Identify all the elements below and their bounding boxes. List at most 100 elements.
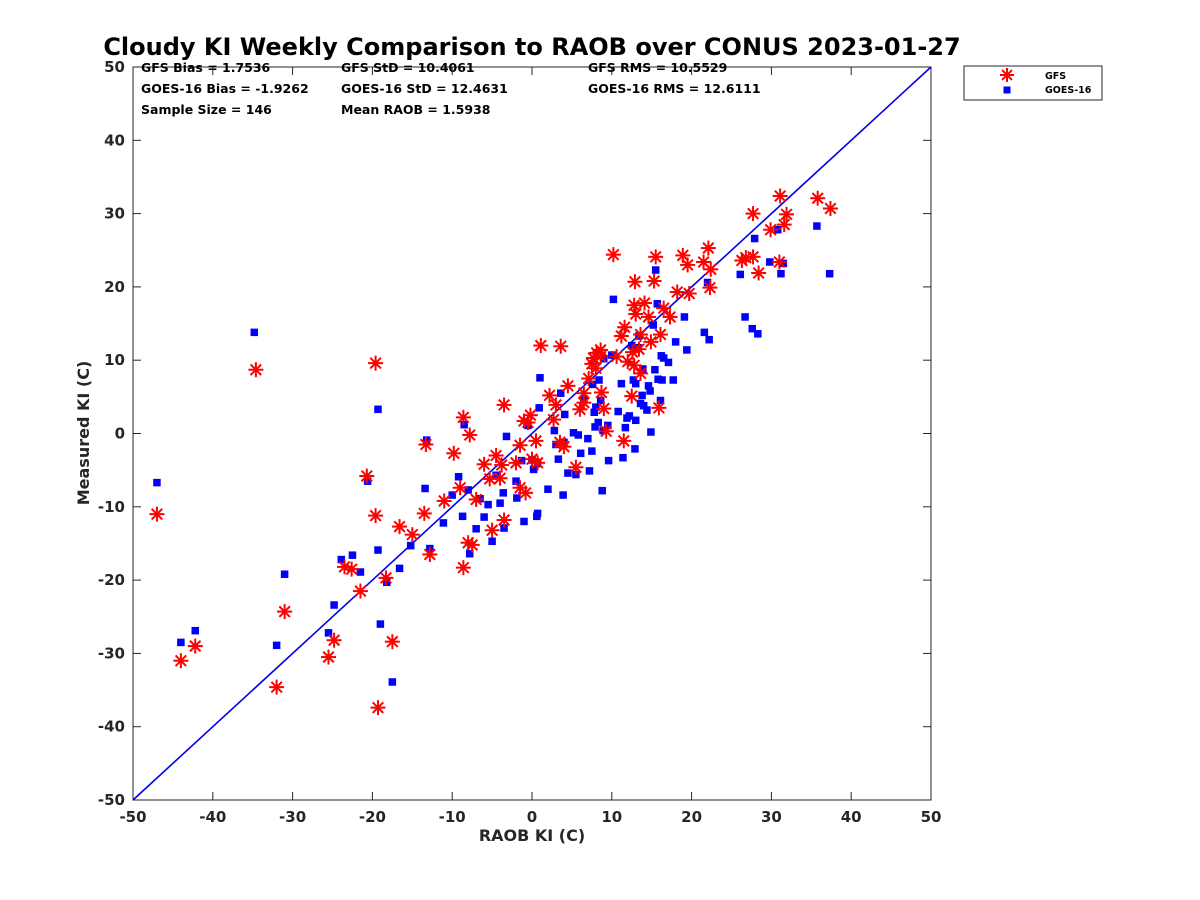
goes-16-point xyxy=(592,403,600,411)
goes-16-point xyxy=(533,509,542,518)
stat-text: GOES-16 StD = 12.4631 xyxy=(341,81,508,96)
stat-text: GOES-16 RMS = 12.6111 xyxy=(588,81,761,96)
gfs-point xyxy=(528,433,544,449)
gfs-point xyxy=(651,400,667,416)
goes-16-point xyxy=(536,374,544,382)
gfs-point xyxy=(772,188,788,204)
goes-16-point xyxy=(664,358,673,367)
goes-16-point xyxy=(766,258,774,266)
y-axis-label: Measured KI (C) xyxy=(74,361,93,506)
gfs-point xyxy=(560,378,576,394)
goes-16-point xyxy=(406,541,415,550)
gfs-point xyxy=(822,200,838,216)
goes-16-point xyxy=(488,537,496,546)
gfs-point xyxy=(494,457,510,473)
gfs-point xyxy=(662,309,678,325)
gfs-point xyxy=(326,632,342,648)
goes-16-point xyxy=(496,499,504,507)
x-tick-label: 40 xyxy=(841,808,862,826)
gfs-point xyxy=(518,485,534,501)
goes-16-point xyxy=(705,335,713,344)
gfs-point xyxy=(455,560,471,576)
gfs-point xyxy=(321,649,337,665)
goes-16-point xyxy=(741,313,749,321)
legend: GFS GOES-16 xyxy=(963,65,1103,101)
gfs-point xyxy=(464,537,480,553)
goes-16-point xyxy=(502,432,511,441)
goes-16-point xyxy=(458,512,467,521)
goes-16-point xyxy=(559,491,567,499)
gfs-point xyxy=(581,371,597,387)
goes-16-point xyxy=(554,455,563,463)
goes-16-point xyxy=(480,513,488,521)
gfs-point xyxy=(553,338,569,354)
gfs-point xyxy=(277,604,293,620)
gfs-point xyxy=(344,561,360,577)
goes-16-point xyxy=(736,270,745,279)
gfs-point xyxy=(633,365,649,381)
goes-16-point xyxy=(588,380,597,389)
goes-16-point xyxy=(649,321,658,329)
gfs-point xyxy=(368,355,384,371)
goes-16-point xyxy=(544,485,552,493)
goes-16-point xyxy=(590,408,598,416)
gfs-point xyxy=(368,508,384,524)
goes-16-point xyxy=(374,546,382,554)
gfs-point xyxy=(359,468,375,484)
gfs-point xyxy=(646,273,662,289)
gfs-point xyxy=(384,634,400,650)
goes-16-point xyxy=(535,404,543,412)
goes-16-point xyxy=(560,410,569,419)
gfs-point xyxy=(508,455,524,471)
gfs-point xyxy=(624,388,640,404)
goes-16-point xyxy=(324,629,333,637)
gfs-point xyxy=(675,247,691,263)
gfs-point xyxy=(703,261,719,277)
gfs-point xyxy=(512,437,528,453)
y-tick-label: 0 xyxy=(115,425,125,443)
gfs-point xyxy=(484,522,500,538)
goes-16-point xyxy=(569,429,578,437)
goes-16-point xyxy=(779,259,788,268)
goes-16-point xyxy=(750,234,759,243)
stat-text: GFS RMS = 10.5529 xyxy=(588,60,727,75)
goes-16-point xyxy=(588,447,596,455)
x-tick-label: 50 xyxy=(921,808,942,826)
gfs-point xyxy=(436,493,452,509)
gfs-point xyxy=(702,280,718,296)
goes-16-point xyxy=(621,423,630,432)
goes-16-point xyxy=(574,431,583,439)
gfs-point xyxy=(680,257,696,273)
gfs-point xyxy=(643,334,659,350)
goes-16-point xyxy=(517,456,526,465)
gfs-point xyxy=(576,385,592,401)
goes-16-point xyxy=(658,376,666,384)
gfs-point xyxy=(522,407,538,423)
stat-text: Mean RAOB = 1.5938 xyxy=(341,102,490,117)
goes-16-point xyxy=(512,477,520,485)
x-tick-label: -20 xyxy=(359,808,386,826)
goes-16-point xyxy=(472,525,480,533)
gfs-point xyxy=(588,360,604,376)
gfs-point xyxy=(248,362,264,378)
goes-16-point xyxy=(520,517,528,526)
gfs-point xyxy=(700,240,716,256)
gfs-point xyxy=(637,295,653,311)
gfs-point xyxy=(779,206,795,222)
x-tick-label: 10 xyxy=(601,808,622,826)
gfs-point xyxy=(609,349,625,365)
y-tick-label: -40 xyxy=(98,718,125,736)
goes-16-point xyxy=(595,376,603,384)
y-tick-label: 10 xyxy=(104,351,125,369)
y-tick-label: -30 xyxy=(98,644,125,662)
y-tick-label: 30 xyxy=(104,205,125,223)
gfs-point xyxy=(542,387,558,403)
y-tick-label: -20 xyxy=(98,571,125,589)
gfs-point xyxy=(476,456,492,472)
goes-16-point xyxy=(177,638,185,647)
gfs-point xyxy=(173,653,189,669)
gfs-point xyxy=(455,409,471,425)
legend-goes-16-marker xyxy=(1003,86,1011,94)
x-tick-label: -30 xyxy=(279,808,306,826)
